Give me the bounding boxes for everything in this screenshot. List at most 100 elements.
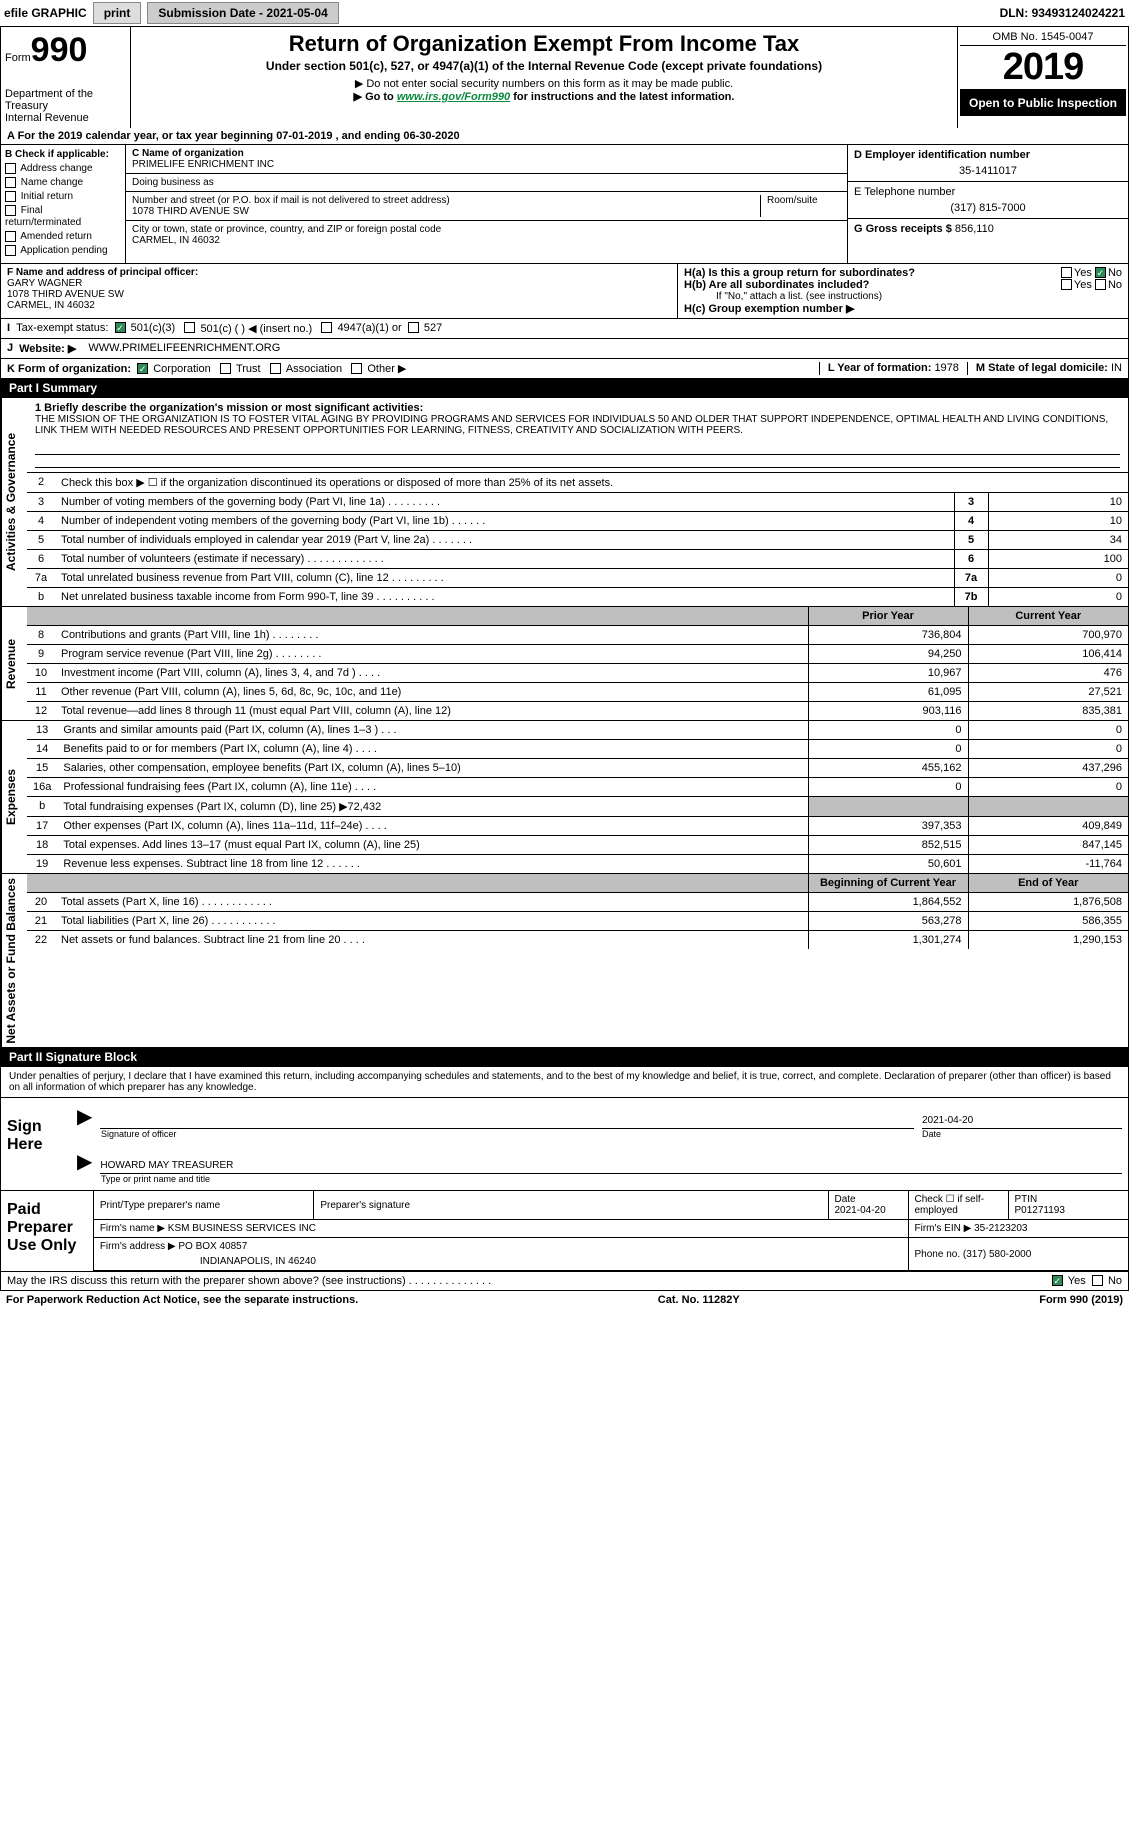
ha-yes[interactable] — [1061, 267, 1072, 278]
line-number: 3 — [27, 492, 55, 511]
prior-value: 455,162 — [808, 758, 968, 777]
org-info-column: C Name of organization PRIMELIFE ENRICHM… — [126, 145, 848, 263]
activities-governance-section: Activities & Governance 1 Briefly descri… — [0, 398, 1129, 607]
curr-value: 700,970 — [968, 625, 1128, 644]
firm-phone: (317) 580-2000 — [963, 1249, 1031, 1260]
signature-arrow-icon-2: ▶ — [77, 1149, 92, 1174]
governance-table: 2Check this box ▶ ☐ if the organization … — [27, 473, 1128, 606]
form-title: Return of Organization Exempt From Incom… — [141, 31, 947, 57]
vlabel-activities: Activities & Governance — [1, 398, 27, 606]
line-number: 22 — [27, 930, 55, 949]
curr-value: 0 — [968, 777, 1128, 796]
paid-preparer-block: Paid Preparer Use Only Print/Type prepar… — [0, 1191, 1129, 1272]
checkbox-name-change[interactable] — [5, 177, 16, 188]
line-value: 10 — [988, 492, 1128, 511]
form-org-assoc[interactable] — [270, 363, 281, 374]
checkbox-address-change[interactable] — [5, 163, 16, 174]
footer: For Paperwork Reduction Act Notice, see … — [0, 1291, 1129, 1309]
org-name-cell: C Name of organization PRIMELIFE ENRICHM… — [126, 145, 847, 174]
print-button[interactable]: print — [93, 2, 142, 24]
city-cell: City or town, state or province, country… — [126, 221, 847, 249]
prior-value: 903,116 — [808, 701, 968, 720]
irs-discuss-row: May the IRS discuss this return with the… — [0, 1272, 1129, 1291]
line-i: I Tax-exempt status: ✓ 501(c)(3) 501(c) … — [0, 319, 1129, 339]
current-year-header: Current Year — [968, 607, 1128, 626]
vlabel-netassets: Net Assets or Fund Balances — [1, 874, 27, 1048]
line-number: 9 — [27, 644, 55, 663]
line-desc: Net assets or fund balances. Subtract li… — [55, 930, 808, 949]
ein-value: 35-1411017 — [854, 165, 1122, 177]
officer-name: GARY WAGNER — [7, 278, 671, 289]
tax-status-501c3[interactable]: ✓ — [115, 322, 126, 333]
main-info-block: B Check if applicable: Address change Na… — [0, 145, 1129, 264]
line-box: 4 — [954, 511, 988, 530]
tax-status-527[interactable] — [408, 322, 419, 333]
mission-text: THE MISSION OF THE ORGANIZATION IS TO FO… — [35, 414, 1120, 436]
tax-status-501c[interactable] — [184, 322, 195, 333]
curr-value: 847,145 — [968, 835, 1128, 854]
hb-no[interactable] — [1095, 279, 1106, 290]
line-number: 19 — [27, 854, 57, 873]
form-year-block: OMB No. 1545-0047 2019 Open to Public In… — [958, 27, 1128, 128]
prior-value: 1,864,552 — [808, 892, 968, 911]
line-number: 15 — [27, 758, 57, 777]
mission-block: 1 Briefly describe the organization's mi… — [27, 398, 1128, 473]
signature-declaration: Under penalties of perjury, I declare th… — [0, 1067, 1129, 1098]
netassets-section: Net Assets or Fund Balances Beginning of… — [0, 874, 1129, 1049]
checkbox-amended[interactable] — [5, 231, 16, 242]
checkbox-application-pending[interactable] — [5, 245, 16, 256]
form-org-other[interactable] — [351, 363, 362, 374]
line-value: 10 — [988, 511, 1128, 530]
irs-form-link[interactable]: www.irs.gov/Form990 — [397, 91, 510, 103]
line-value: 0 — [988, 587, 1128, 606]
line-desc: Total unrelated business revenue from Pa… — [55, 568, 954, 587]
sign-here-label: Sign Here — [1, 1098, 71, 1190]
right-info-column: D Employer identification number 35-1411… — [848, 145, 1128, 263]
curr-value: 835,381 — [968, 701, 1128, 720]
dba-cell: Doing business as — [126, 174, 847, 192]
expenses-section: Expenses 13Grants and similar amounts pa… — [0, 721, 1129, 874]
line-number: b — [27, 796, 57, 816]
ha-no[interactable]: ✓ — [1095, 267, 1106, 278]
line-number: 11 — [27, 682, 55, 701]
revenue-section: Revenue Prior YearCurrent Year8Contribut… — [0, 607, 1129, 721]
line-number: 12 — [27, 701, 55, 720]
line-desc: Total fundraising expenses (Part IX, col… — [57, 796, 808, 816]
line-desc: Benefits paid to or for members (Part IX… — [57, 739, 808, 758]
org-name-value: PRIMELIFE ENRICHMENT INC — [132, 159, 841, 170]
form-link-line: ▶ Go to www.irs.gov/Form990 for instruct… — [141, 90, 947, 103]
sign-here-block: Sign Here ▶ 2021-04-20 Signature of offi… — [0, 1098, 1129, 1191]
irs-discuss-yes[interactable]: ✓ — [1052, 1275, 1063, 1286]
tax-year: 2019 — [960, 46, 1126, 90]
line-desc: Other revenue (Part VIII, column (A), li… — [55, 682, 808, 701]
firm-ein: 35-2123203 — [974, 1223, 1027, 1234]
line-box: 3 — [954, 492, 988, 511]
line-desc: Grants and similar amounts paid (Part IX… — [57, 721, 808, 740]
line-desc: Other expenses (Part IX, column (A), lin… — [57, 816, 808, 835]
phone-value: (317) 815-7000 — [854, 202, 1122, 214]
part1-header: Part I Summary — [0, 379, 1129, 398]
line-number: 17 — [27, 816, 57, 835]
prior-value: 61,095 — [808, 682, 968, 701]
line-number: 13 — [27, 721, 57, 740]
paid-preparer-label: Paid Preparer Use Only — [1, 1191, 94, 1271]
line-number: 10 — [27, 663, 55, 682]
curr-value: 106,414 — [968, 644, 1128, 663]
line-number: 16a — [27, 777, 57, 796]
checkbox-initial-return[interactable] — [5, 191, 16, 202]
vlabel-expenses: Expenses — [1, 721, 27, 873]
officer-signature-field[interactable] — [100, 1115, 914, 1129]
prior-value: 0 — [808, 721, 968, 740]
checkbox-final-return[interactable] — [5, 205, 16, 216]
tax-status-4947[interactable] — [321, 322, 332, 333]
signature-arrow-icon: ▶ — [77, 1104, 92, 1129]
omb-number: OMB No. 1545-0047 — [960, 29, 1126, 46]
form-org-trust[interactable] — [220, 363, 231, 374]
line-desc: Total assets (Part X, line 16) . . . . .… — [55, 892, 808, 911]
line-desc: Contributions and grants (Part VIII, lin… — [55, 625, 808, 644]
hb-yes[interactable] — [1061, 279, 1072, 290]
line-j: J Website: ▶ WWW.PRIMELIFEENRICHMENT.ORG — [0, 339, 1129, 359]
gross-receipts-cell: G Gross receipts $ 856,110 — [848, 219, 1128, 239]
form-org-corp[interactable]: ✓ — [137, 363, 148, 374]
irs-discuss-no[interactable] — [1092, 1275, 1103, 1286]
